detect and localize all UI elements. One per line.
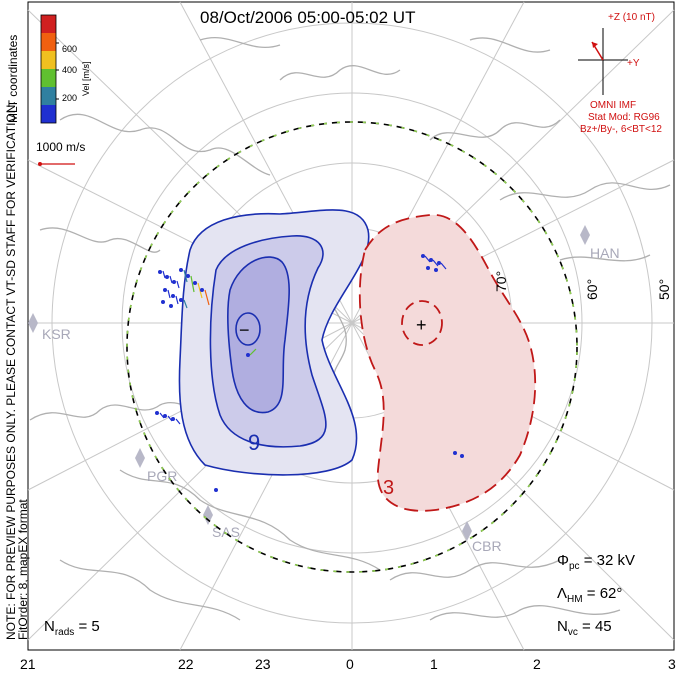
- positive-contour-label: 3: [383, 477, 394, 499]
- negative-cell: [178, 209, 370, 476]
- cross-polar-potential: Φpc = 32 kV: [557, 552, 635, 572]
- colorbar-label: Vel [m/s]: [81, 61, 91, 96]
- lat-label-50: 50°: [656, 278, 672, 300]
- coastlines: [29, 36, 671, 621]
- colorbar-tick-200: 200: [62, 93, 78, 103]
- station-cbr: CBR: [472, 538, 502, 554]
- min-potential-marker: −: [239, 320, 250, 340]
- lat-label-70: 70°: [493, 270, 509, 292]
- imf-model: Stat Mod: RG96: [588, 112, 660, 123]
- mlt-tick-2: 2: [533, 656, 541, 672]
- plot-frame: [27, 1, 675, 651]
- negative-contour-label: 9: [248, 430, 260, 455]
- mlt-tick-21: 21: [20, 656, 36, 672]
- colorbar-tick-400: 400: [62, 65, 78, 75]
- colorbar-tick-600: 600: [62, 44, 78, 54]
- mlt-tick-1: 1: [430, 656, 438, 672]
- station-markers: [28, 225, 590, 541]
- vector-scale-label: 1000 m/s: [36, 140, 86, 154]
- fit-order-note: FitOrder: 8, mapEX format: [16, 499, 30, 640]
- mlt-tick-22: 22: [178, 656, 194, 672]
- imf-bin: Bz+/By-, 6<BT<12: [580, 124, 662, 135]
- map-title: 08/Oct/2006 05:00-05:02 UT: [200, 8, 416, 27]
- velocity-colorbar: [40, 14, 59, 124]
- imf-source: OMNI IMF: [590, 100, 637, 111]
- hm-boundary-dash: [126, 121, 578, 573]
- hm-latitude: ΛHM = 62°: [557, 585, 623, 605]
- vector-scale-arrow: [38, 162, 75, 166]
- station-ksr: KSR: [42, 326, 71, 342]
- station-han: HAN: [590, 245, 620, 261]
- vector-count: Nvc = 45: [557, 618, 612, 638]
- lat-label-60: 60°: [584, 278, 600, 300]
- mlt-tick-0: 0: [346, 656, 354, 672]
- max-potential-marker: +: [416, 315, 427, 335]
- imf-y-label: +Y: [627, 58, 640, 69]
- imf-dial: [578, 28, 628, 95]
- mlt-tick-23: 23: [255, 656, 271, 672]
- station-pgr: PGR: [147, 468, 177, 484]
- imf-z-label: +Z (10 nT): [608, 12, 655, 23]
- velocity-points: [155, 254, 464, 492]
- positive-cell: [358, 214, 537, 512]
- station-labels: KSR PGR SAS CBR HAN: [42, 245, 620, 554]
- velocity-vectors: [159, 255, 447, 425]
- mlt-tick-3: 3: [668, 656, 676, 672]
- radar-count: Nrads = 5: [44, 618, 100, 638]
